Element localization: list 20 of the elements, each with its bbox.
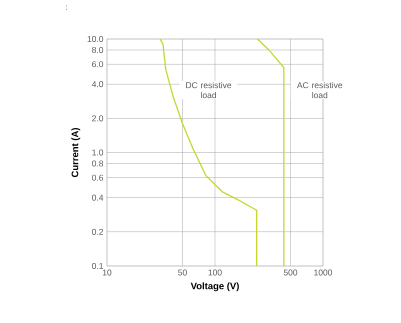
y-tick-label: 6.0	[92, 61, 104, 68]
y-tick-label: 1.0	[92, 150, 104, 156]
y-tick-label: 2.0	[92, 115, 104, 122]
y-tick-label: 4.0	[92, 81, 104, 88]
x-axis-title: Voltage (V)	[190, 282, 239, 292]
y-tick-label: 0.2	[92, 228, 104, 235]
x-tick-label: 10	[102, 270, 112, 276]
x-tick-label: 100	[208, 270, 222, 276]
x-tick-label: 500	[284, 270, 298, 276]
x-tick-label: 50	[178, 270, 187, 276]
y-tick-label: 10.0	[88, 36, 104, 42]
y-tick-label: 0.1	[92, 263, 104, 269]
x-tick-label: 1000	[314, 270, 332, 276]
annotation: AC resistive load	[296, 82, 342, 98]
y-tick-label: 0.6	[92, 174, 104, 181]
y-tick-label: 0.8	[92, 160, 104, 166]
y-tick-label: 8.0	[92, 47, 104, 53]
y-axis-title: Current (A)	[71, 128, 80, 178]
annotation: DC resistive load	[186, 82, 232, 98]
y-tick-label: 0.4	[92, 194, 104, 201]
